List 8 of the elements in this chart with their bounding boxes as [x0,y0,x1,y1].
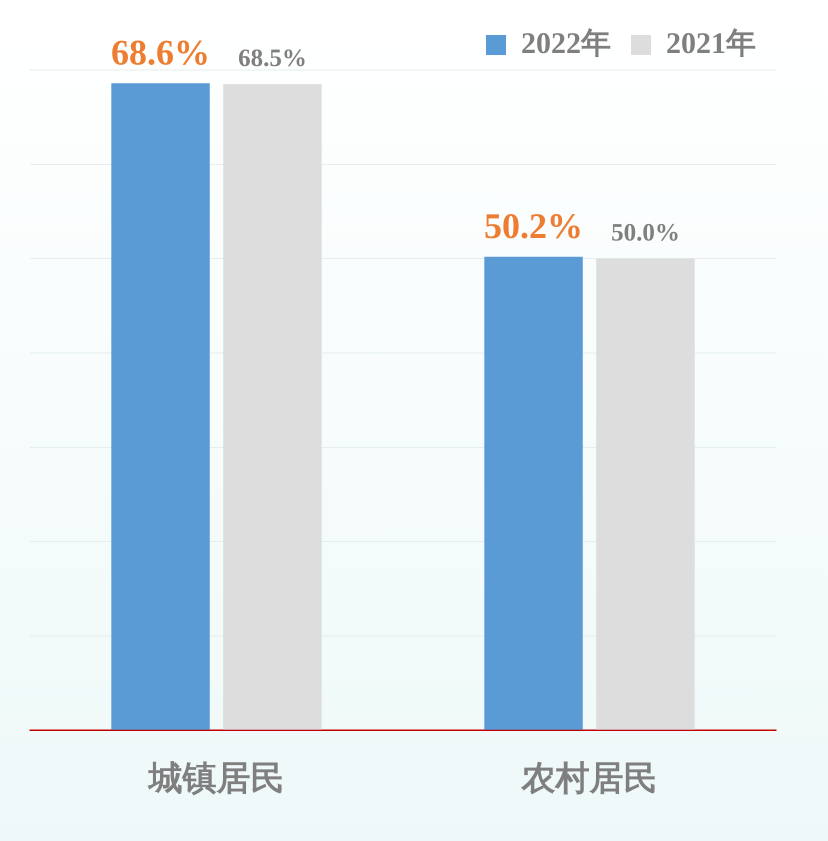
data-label: 68.5% [238,45,307,72]
data-label: 50.0% [611,220,680,247]
data-label: 68.6% [111,32,210,72]
x-tick-label: 城镇居民 [146,758,284,798]
legend-label: 2021年 [666,26,756,60]
x-tick-label: 农村居民 [520,758,658,798]
data-label: 50.2% [484,206,584,246]
legend-label: 2022年 [521,26,611,60]
